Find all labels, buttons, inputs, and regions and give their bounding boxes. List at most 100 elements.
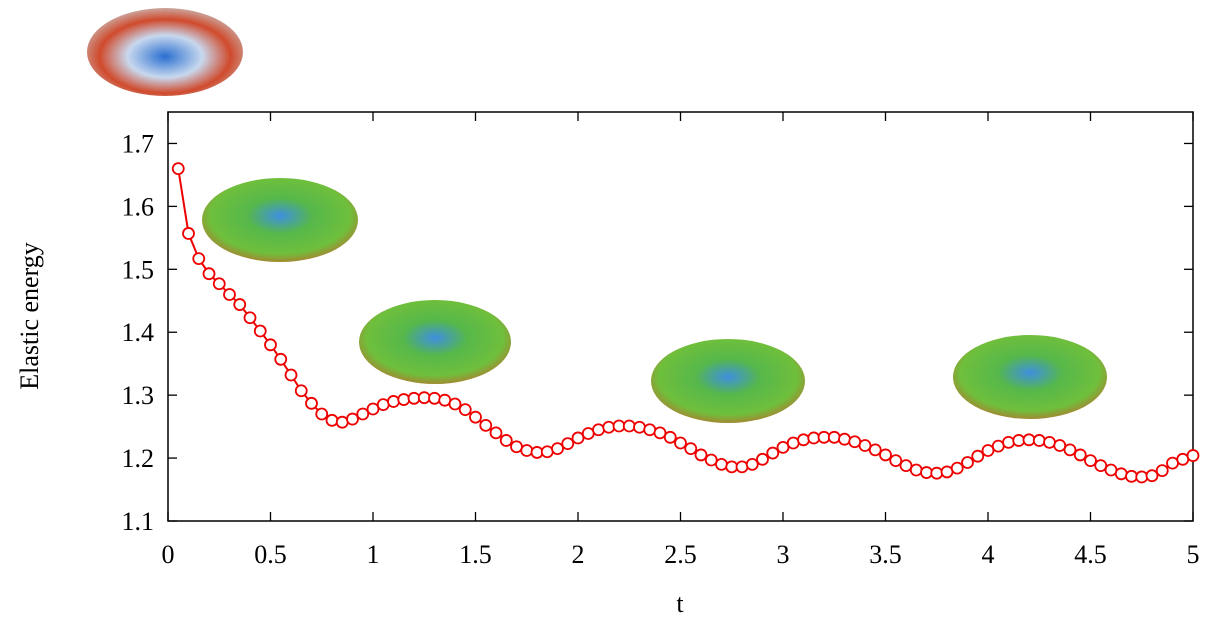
data-point <box>633 420 646 434</box>
data-point <box>653 426 667 440</box>
data-point <box>704 453 718 467</box>
data-point <box>735 460 749 474</box>
shape-image <box>359 300 511 384</box>
shape-image <box>87 8 243 96</box>
data-point <box>489 426 503 440</box>
x-tick-label: 0.5 <box>254 540 287 569</box>
data-point <box>448 397 462 411</box>
data-point <box>1094 459 1108 473</box>
x-tick-label: 4 <box>982 540 995 569</box>
data-point <box>212 277 226 291</box>
data-point <box>1032 434 1046 447</box>
shape-image <box>953 335 1107 419</box>
data-point <box>305 396 318 410</box>
data-point <box>766 446 780 460</box>
data-point <box>715 457 728 471</box>
data-point <box>407 391 421 405</box>
data-point <box>233 298 247 311</box>
data-point <box>264 338 277 352</box>
data-point <box>428 391 441 405</box>
data-point <box>294 384 308 398</box>
data-point <box>643 423 657 437</box>
data-point <box>499 434 513 447</box>
data-point <box>899 459 913 473</box>
y-axis-label: Elastic energy <box>15 242 44 390</box>
x-tick-label: 5 <box>1187 540 1200 569</box>
data-point <box>581 427 595 440</box>
data-point <box>889 454 903 467</box>
data-point <box>417 391 431 405</box>
data-point <box>920 466 933 479</box>
shape-image <box>202 178 358 262</box>
data-point <box>612 419 626 433</box>
data-point <box>1063 443 1077 457</box>
data-point <box>223 288 236 301</box>
data-point <box>1125 469 1138 483</box>
data-point <box>171 162 185 176</box>
data-point <box>1166 456 1179 470</box>
y-tick-label: 1.7 <box>122 129 155 158</box>
data-point <box>315 407 329 421</box>
data-point <box>1114 467 1128 481</box>
data-point <box>1186 449 1200 462</box>
y-tick-label: 1.3 <box>122 381 155 410</box>
data-point <box>356 407 370 421</box>
x-tick-label: 4.5 <box>1074 540 1107 569</box>
plot-frame <box>167 111 1194 522</box>
data-point <box>858 439 872 452</box>
data-point <box>510 440 523 454</box>
data-point <box>520 444 534 457</box>
data-point <box>1053 439 1067 452</box>
y-tick-label: 1.5 <box>122 255 155 284</box>
data-point <box>1002 435 1015 449</box>
data-point <box>950 461 964 475</box>
y-tick-label: 1.1 <box>122 507 155 536</box>
data-point <box>561 437 575 451</box>
data-point <box>438 393 452 407</box>
data-point <box>325 413 339 427</box>
data-point <box>745 457 759 471</box>
data-point <box>684 442 698 456</box>
data-point <box>530 446 544 459</box>
data-point <box>838 432 851 446</box>
x-axis-label: t <box>676 589 684 618</box>
data-point <box>797 433 810 447</box>
data-point <box>202 267 216 281</box>
data-point <box>776 440 790 454</box>
data-point <box>253 324 267 338</box>
data-point <box>346 412 359 426</box>
data-point <box>243 311 257 325</box>
data-point <box>991 439 1005 453</box>
data-point <box>602 420 616 434</box>
x-tick-label: 2.5 <box>664 540 697 569</box>
y-tick-label: 1.6 <box>122 192 155 221</box>
data-point <box>909 463 923 477</box>
data-point <box>961 456 974 469</box>
data-point <box>335 415 349 429</box>
decorative-shapes <box>87 8 1107 423</box>
data-point <box>756 452 769 466</box>
data-point <box>1155 464 1169 478</box>
data-point <box>551 442 564 456</box>
data-point <box>397 393 411 406</box>
data-point <box>817 430 831 444</box>
data-point <box>479 418 493 432</box>
data-point <box>622 419 636 433</box>
data-point <box>1104 463 1118 477</box>
data-point <box>971 449 985 463</box>
data-point <box>458 403 472 417</box>
shape-image <box>651 339 805 423</box>
data-point <box>1084 454 1097 467</box>
data-point <box>868 443 882 457</box>
data-point <box>674 436 687 450</box>
data-point <box>376 398 390 411</box>
data-point <box>807 431 821 445</box>
data-point <box>274 352 288 366</box>
data-point <box>786 436 800 450</box>
data-point <box>848 435 862 449</box>
data-point <box>1176 452 1190 466</box>
y-tick-label: 1.2 <box>122 444 155 473</box>
data-point <box>192 252 206 266</box>
data-point <box>571 431 585 445</box>
